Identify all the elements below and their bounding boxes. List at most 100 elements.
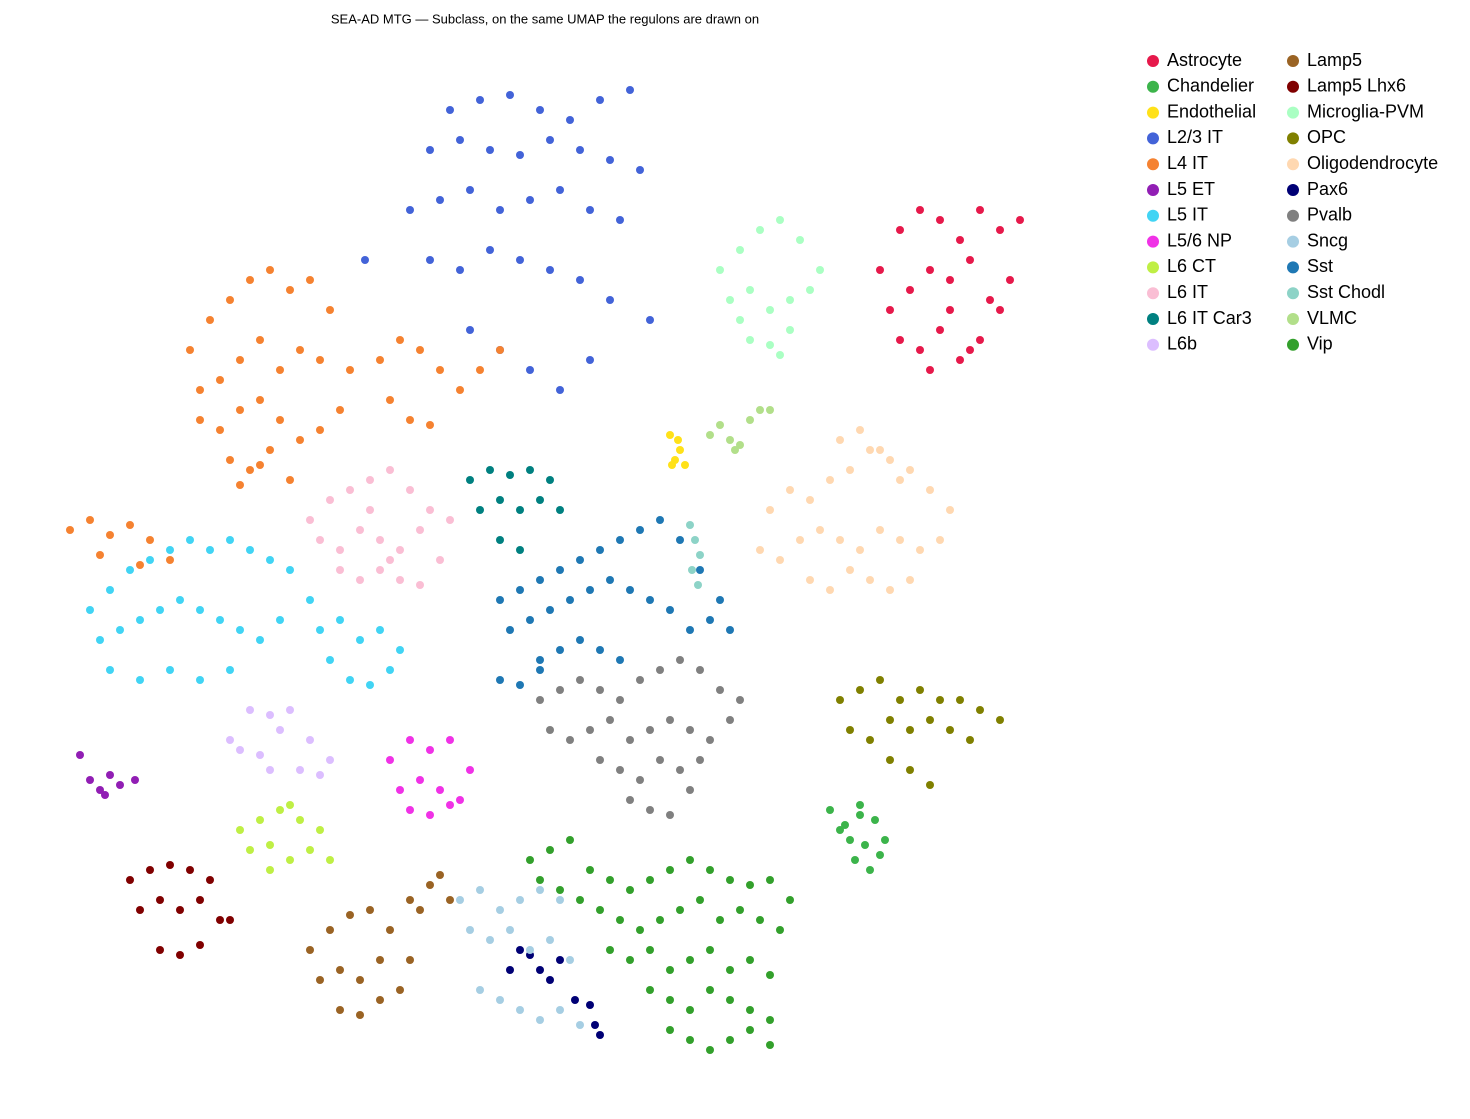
- point: [246, 546, 254, 554]
- point: [186, 346, 194, 354]
- point: [746, 416, 754, 424]
- point: [1006, 276, 1014, 284]
- point: [406, 956, 414, 964]
- point: [696, 756, 704, 764]
- point: [596, 546, 604, 554]
- point: [706, 866, 714, 874]
- point: [386, 466, 394, 474]
- point: [926, 716, 934, 724]
- point: [746, 956, 754, 964]
- point: [571, 996, 579, 1004]
- point: [606, 296, 614, 304]
- point: [876, 526, 884, 534]
- point: [276, 366, 284, 374]
- legend-marker: [1147, 209, 1159, 222]
- point: [356, 1011, 364, 1019]
- point: [626, 586, 634, 594]
- point: [96, 551, 104, 559]
- point: [296, 766, 304, 774]
- point: [436, 196, 444, 204]
- point: [996, 306, 1004, 314]
- point: [406, 206, 414, 214]
- point: [556, 386, 564, 394]
- point: [696, 566, 704, 574]
- legend-marker: [1147, 338, 1159, 351]
- point: [826, 586, 834, 594]
- point: [226, 536, 234, 544]
- point: [256, 396, 264, 404]
- point: [196, 941, 204, 949]
- legend-marker: [1147, 55, 1159, 67]
- point: [556, 646, 564, 654]
- point: [76, 751, 84, 759]
- point: [646, 876, 654, 884]
- point: [846, 726, 854, 734]
- point: [596, 646, 604, 654]
- legend-label: Sncg: [1307, 230, 1348, 250]
- point: [866, 446, 874, 454]
- point: [496, 676, 504, 684]
- point: [196, 896, 204, 904]
- point: [486, 936, 494, 944]
- point: [646, 596, 654, 604]
- point: [406, 736, 414, 744]
- point: [706, 616, 714, 624]
- legend-marker: [1287, 184, 1299, 196]
- point: [706, 946, 714, 954]
- point: [526, 616, 534, 624]
- point: [416, 526, 424, 534]
- point: [694, 581, 702, 589]
- point: [376, 356, 384, 364]
- point: [296, 816, 304, 824]
- point: [616, 916, 624, 924]
- point: [866, 736, 874, 744]
- point: [576, 146, 584, 154]
- point: [286, 566, 294, 574]
- legend-marker: [1287, 287, 1299, 300]
- point: [841, 821, 849, 829]
- point: [246, 706, 254, 714]
- point: [626, 886, 634, 894]
- point: [876, 446, 884, 454]
- point: [286, 856, 294, 864]
- point: [476, 506, 484, 514]
- point: [206, 546, 214, 554]
- point: [416, 581, 424, 589]
- point: [366, 906, 374, 914]
- point: [276, 806, 284, 814]
- point: [196, 386, 204, 394]
- point: [576, 1021, 584, 1029]
- point: [706, 1046, 714, 1054]
- point: [726, 1036, 734, 1044]
- point: [861, 841, 869, 849]
- point: [376, 536, 384, 544]
- point: [746, 336, 754, 344]
- point: [726, 876, 734, 884]
- point: [756, 916, 764, 924]
- point: [486, 146, 494, 154]
- point: [426, 146, 434, 154]
- point: [656, 916, 664, 924]
- point: [206, 316, 214, 324]
- point: [166, 546, 174, 554]
- point: [366, 506, 374, 514]
- point: [326, 306, 334, 314]
- point: [716, 916, 724, 924]
- point: [886, 306, 894, 314]
- point: [966, 256, 974, 264]
- point: [606, 156, 614, 164]
- legend-marker: [1147, 235, 1159, 248]
- point: [376, 566, 384, 574]
- point: [896, 476, 904, 484]
- point: [736, 246, 744, 254]
- point: [896, 536, 904, 544]
- point: [456, 896, 464, 904]
- point: [626, 956, 634, 964]
- point: [636, 676, 644, 684]
- point: [676, 766, 684, 774]
- point: [446, 896, 454, 904]
- point: [666, 431, 674, 439]
- point: [836, 826, 844, 834]
- point: [676, 656, 684, 664]
- point: [266, 766, 274, 774]
